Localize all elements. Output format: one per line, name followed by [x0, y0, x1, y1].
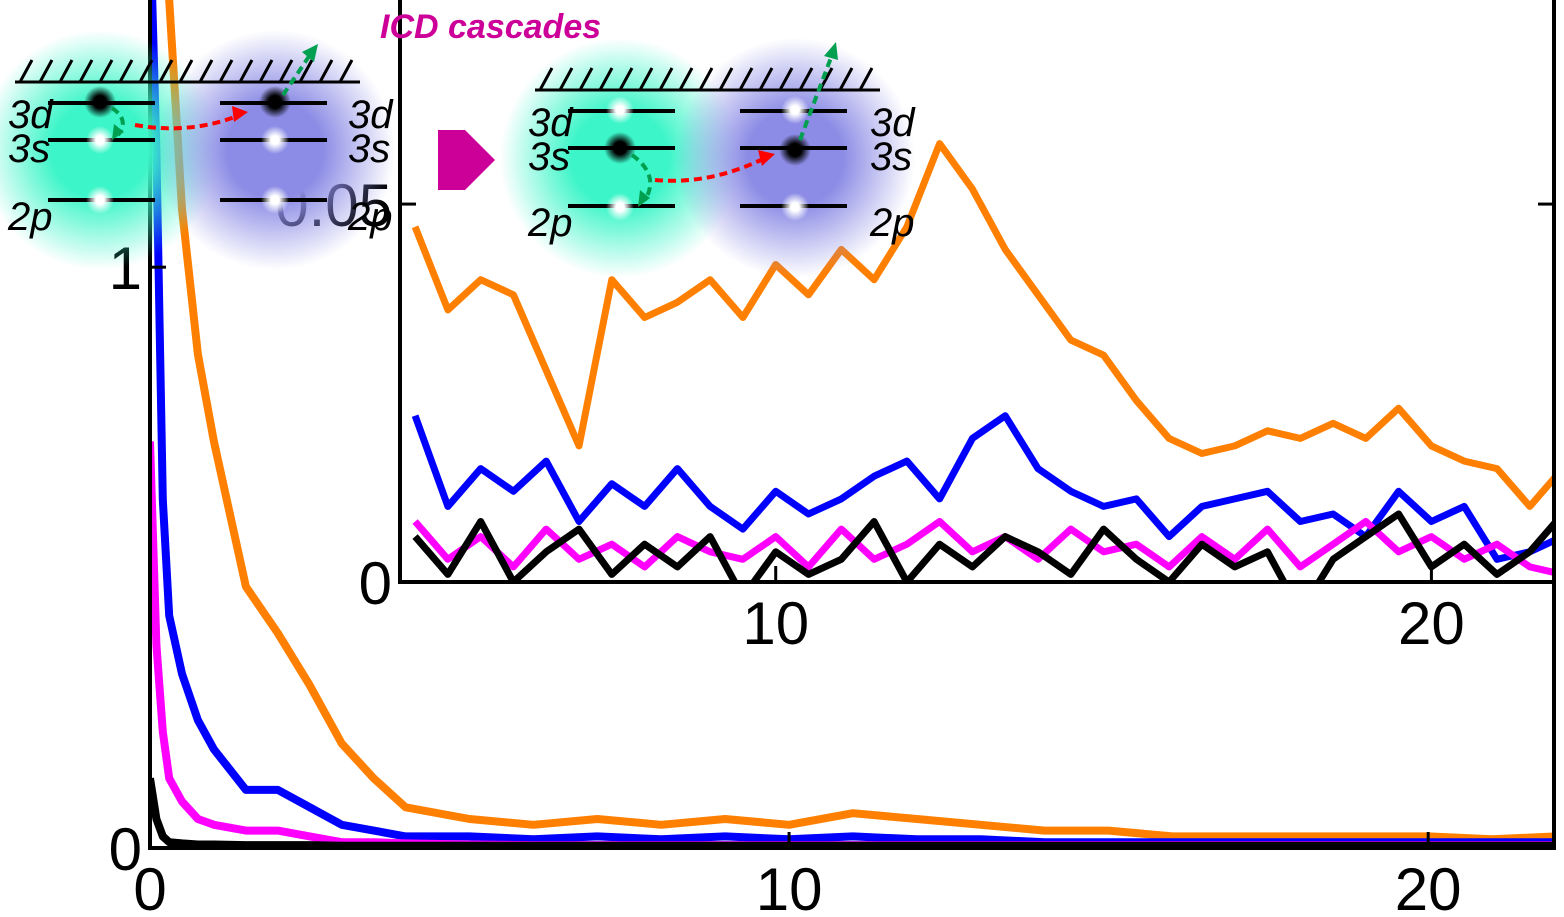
x-tick-label: 0 [133, 856, 166, 917]
level-label: 3d [348, 93, 394, 137]
diagram-title: ICD cascades [380, 8, 601, 46]
y-tick-label: 0 [109, 816, 142, 883]
plot-area [411, 140, 1556, 582]
level-label: 2p [527, 201, 573, 245]
axis-frame [398, 0, 1556, 584]
level-label: 3s [528, 135, 570, 179]
cascade-arrow [438, 130, 495, 190]
y-tick-label: 0 [359, 550, 392, 617]
level-label: 3s [870, 135, 912, 179]
x-tick-label: 20 [1398, 590, 1465, 657]
level-label: 2p [7, 195, 53, 239]
x-tick-label: 10 [756, 856, 823, 917]
level-label: 2p [347, 195, 393, 239]
level-label: 3s [348, 127, 390, 171]
level-label: 3d [870, 101, 916, 145]
data-line [411, 140, 1556, 510]
level-label: 3d [528, 101, 574, 145]
inset-plot: 102000.05 [275, 0, 1556, 657]
data-line [412, 510, 1556, 582]
x-tick-label: 10 [742, 590, 809, 657]
level-label: 3s [8, 127, 50, 171]
data-line [165, 0, 1556, 844]
panel-before: 3d 3s 2p 3d 3s 2p [0, 30, 395, 270]
panel-after: 3d 3s 2p 3d 3s 2p [500, 38, 916, 278]
x-tick-label: 20 [1395, 856, 1462, 917]
plot-area [150, 0, 1556, 848]
icd-diagram: ICD cascades 3d 3s 2p 3d 3s 2p 3d 3s 2p … [0, 8, 916, 278]
level-label: 3d [8, 93, 54, 137]
level-label: 2p [869, 201, 915, 245]
data-line [150, 777, 1556, 848]
data-line [412, 518, 1556, 577]
